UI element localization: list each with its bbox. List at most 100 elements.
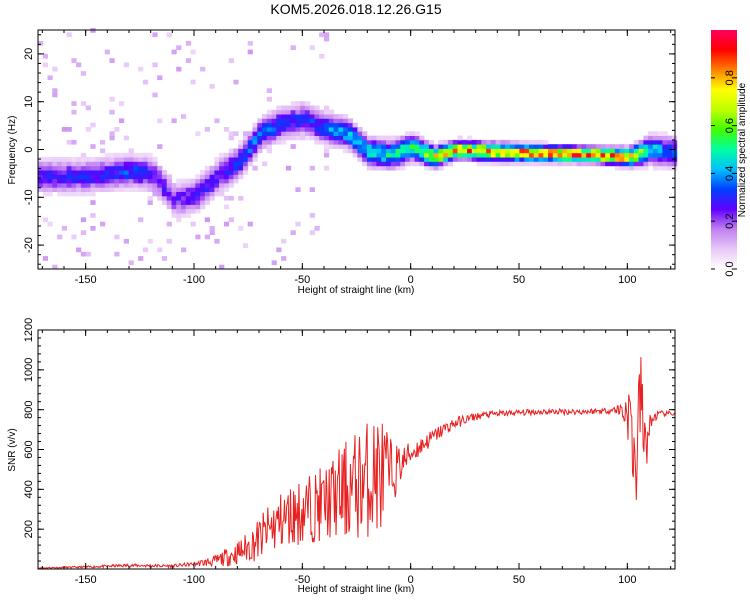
spectrogram-cell <box>66 161 72 167</box>
spectrogram-cell <box>71 174 77 180</box>
spectrogram-cell <box>238 157 244 162</box>
spectrogram-cell <box>390 152 396 158</box>
spectrogram-cell <box>61 183 67 188</box>
spectrogram-cell <box>57 234 63 240</box>
x-tick-label: -50 <box>294 274 310 286</box>
spectrogram-cell <box>185 191 191 197</box>
y-tick-label: 10 <box>23 96 35 108</box>
spectrogram-cell <box>161 178 168 184</box>
spectrogram-cell <box>347 118 353 124</box>
spectrogram-cell <box>529 144 535 149</box>
spectrogram-cell <box>309 109 315 115</box>
spectrogram-cell <box>600 152 606 158</box>
spectrogram-cell <box>643 148 649 154</box>
spectrogram-cell <box>462 152 468 158</box>
spectrogram-cell <box>147 152 153 158</box>
spectrogram-cell <box>219 187 225 192</box>
spectrogram-cell <box>314 105 320 111</box>
spectrogram-cell <box>176 200 182 205</box>
spectrogram-cell <box>114 152 120 158</box>
spectrogram-cell <box>281 135 287 141</box>
spectrogram-cell <box>486 148 492 154</box>
spectrogram-cell <box>495 157 501 162</box>
spectrogram-cell <box>233 165 239 171</box>
spectrogram-cell <box>80 157 87 162</box>
spectrogram-cell <box>509 152 516 158</box>
spectrogram-cell <box>233 148 239 154</box>
spectrogram-cell <box>648 144 654 149</box>
spectrogram-cell <box>276 118 282 124</box>
spectrogram-cell <box>214 161 220 167</box>
spectrogram-cell <box>328 139 334 145</box>
spectrogram-cell <box>42 178 48 184</box>
spectrogram-cell <box>161 195 168 201</box>
spectrogram-cell <box>271 135 277 141</box>
spectrogram-cell <box>643 139 649 145</box>
spectrogram-cell <box>200 174 206 180</box>
spectrogram-cell <box>142 170 149 175</box>
spectrogram-cell <box>652 148 659 154</box>
spectrogram-cell <box>123 170 129 175</box>
spectrogram-cell <box>266 122 272 128</box>
spectrogram-cell <box>190 187 196 192</box>
colorbar-tick-label: 0.6 <box>724 118 736 133</box>
spectrogram-cell <box>247 41 253 46</box>
spectrogram-cell <box>90 144 96 149</box>
spectrogram-cell <box>228 178 234 184</box>
spectrogram-cell <box>142 165 149 171</box>
spectrogram-cell <box>223 161 230 167</box>
spectrogram-cell <box>328 131 334 136</box>
spectrogram-cell <box>538 148 544 154</box>
spectrogram-cell <box>200 200 206 205</box>
spectrogram-cell <box>595 152 601 158</box>
spectrogram-cell <box>300 105 306 111</box>
spectrogram-cell <box>347 135 353 141</box>
spectrogram-cell <box>38 187 44 192</box>
spectrogram-cell <box>52 161 58 167</box>
spectrogram-cell <box>38 183 44 188</box>
spectrogram-cell <box>333 144 339 149</box>
spectrogram-cell <box>123 238 129 244</box>
spectrogram-cell <box>371 152 377 158</box>
spectrogram-cell <box>514 139 520 145</box>
spectrogram-cell <box>624 148 630 154</box>
colorbar-gradient <box>711 30 737 269</box>
spectrogram-cell <box>338 131 344 136</box>
spectrogram-cell <box>309 135 315 141</box>
spectrogram-cell <box>176 217 182 223</box>
spectrogram-cell <box>533 148 539 154</box>
spectrogram-cell <box>514 161 520 167</box>
spectrogram-cell <box>123 178 129 184</box>
spectrogram-cell <box>95 161 101 167</box>
spectrogram-cell <box>457 148 463 154</box>
spectrogram-cell <box>109 174 115 180</box>
spectrogram-cell <box>209 230 215 235</box>
spectrogram-cell <box>76 183 82 188</box>
spectrogram-cell <box>428 148 435 154</box>
spectrogram-cell <box>161 170 168 175</box>
spectrogram-cell <box>476 139 482 145</box>
spectrogram-cell <box>104 187 110 192</box>
spectrogram-cell <box>147 178 153 184</box>
spectrogram-cell <box>47 161 53 167</box>
spectrogram-cell <box>90 178 96 184</box>
spectrogram-cell <box>600 161 606 167</box>
spectrogram-cell <box>147 200 153 205</box>
spectrogram-cell <box>247 221 253 227</box>
spectrogram-cell <box>357 127 363 132</box>
spectrogram-cell <box>80 187 87 192</box>
spectrogram-cell <box>247 131 253 136</box>
spectrogram-cell <box>214 170 220 175</box>
spectrogram-cell <box>533 144 539 149</box>
spectrogram-cell <box>47 170 53 175</box>
spectrogram-cell <box>319 127 325 132</box>
spectrogram-cell <box>152 32 158 38</box>
spectrogram-cell <box>624 152 630 158</box>
spectrogram-cell <box>71 191 77 197</box>
spectrogram-cell <box>123 161 129 167</box>
spectrogram-cell <box>457 157 463 162</box>
spectrogram-cell <box>66 165 72 171</box>
spectrogram-cell <box>614 161 620 167</box>
spectrogram-cell <box>505 157 511 162</box>
spectrogram-cell <box>61 226 67 231</box>
